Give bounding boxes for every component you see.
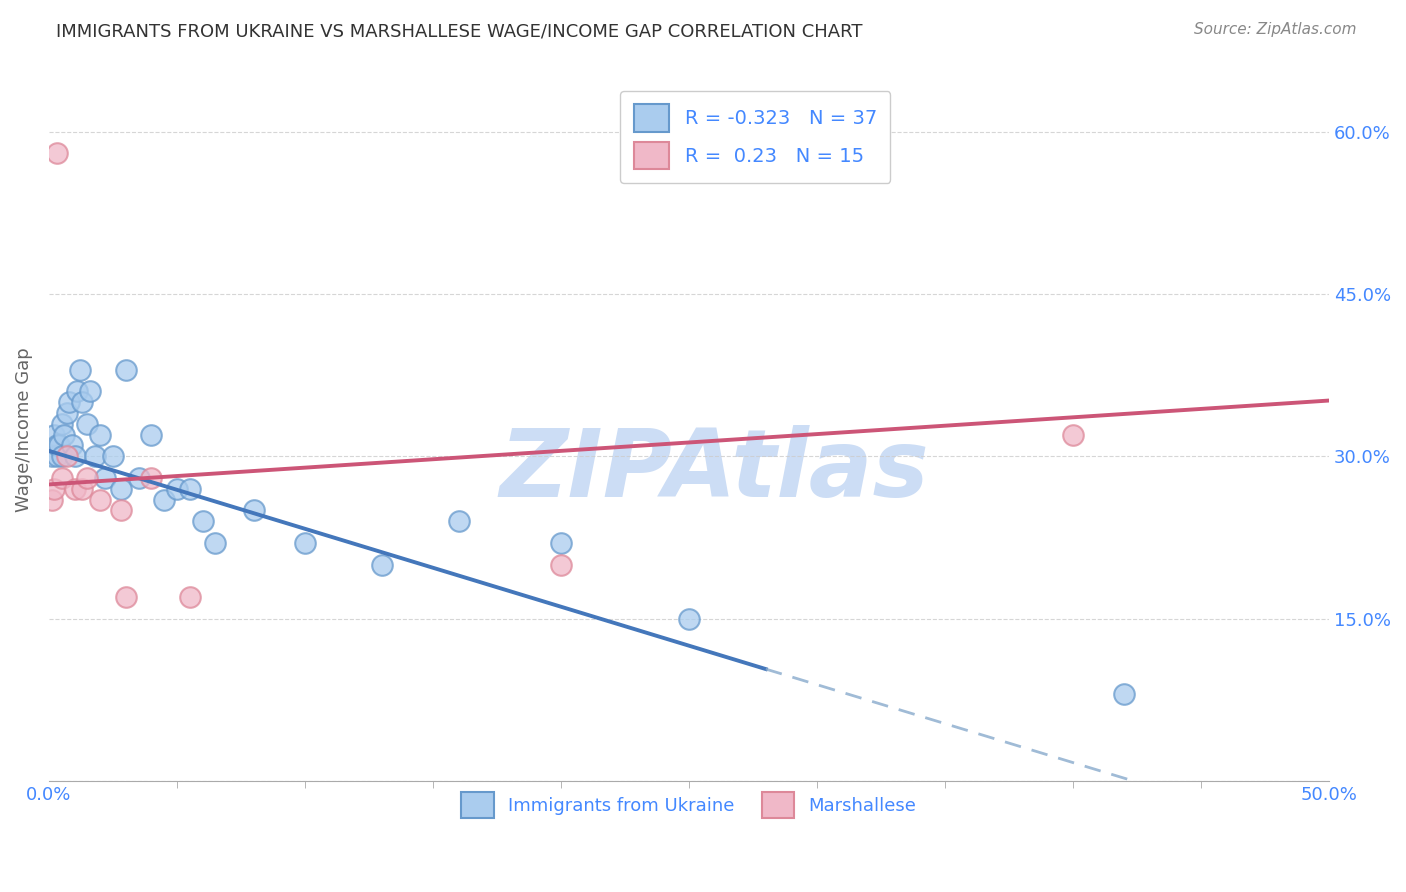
- Point: [51, 417, 73, 431]
- Point: [56, 406, 79, 420]
- Text: Source: ZipAtlas.com: Source: ZipAtlas.com: [1194, 22, 1357, 37]
- Point: [1062, 427, 1084, 442]
- Point: [53, 427, 76, 442]
- Y-axis label: Wage/Income Gap: Wage/Income Gap: [15, 347, 32, 512]
- Point: [114, 362, 136, 376]
- Point: [179, 482, 201, 496]
- Point: [114, 590, 136, 604]
- Point: [204, 536, 226, 550]
- Point: [51, 471, 73, 485]
- Point: [69, 362, 91, 376]
- Point: [89, 427, 111, 442]
- Point: [371, 558, 394, 572]
- Point: [101, 450, 124, 464]
- Point: [153, 492, 176, 507]
- Point: [72, 482, 94, 496]
- Point: [141, 471, 163, 485]
- Point: [76, 417, 98, 431]
- Point: [41, 450, 63, 464]
- Point: [84, 450, 107, 464]
- Legend: Immigrants from Ukraine, Marshallese: Immigrants from Ukraine, Marshallese: [454, 785, 924, 825]
- Point: [191, 514, 214, 528]
- Point: [63, 482, 86, 496]
- Point: [41, 492, 63, 507]
- Point: [550, 558, 572, 572]
- Point: [45, 146, 67, 161]
- Point: [66, 384, 89, 399]
- Point: [678, 612, 700, 626]
- Point: [110, 503, 132, 517]
- Point: [89, 492, 111, 507]
- Text: IMMIGRANTS FROM UKRAINE VS MARSHALLESE WAGE/INCOME GAP CORRELATION CHART: IMMIGRANTS FROM UKRAINE VS MARSHALLESE W…: [56, 22, 863, 40]
- Point: [51, 450, 73, 464]
- Point: [242, 503, 264, 517]
- Point: [141, 427, 163, 442]
- Point: [45, 450, 67, 464]
- Point: [179, 590, 201, 604]
- Point: [166, 482, 188, 496]
- Point: [45, 438, 67, 452]
- Point: [63, 450, 86, 464]
- Point: [56, 450, 79, 464]
- Point: [294, 536, 316, 550]
- Point: [94, 471, 117, 485]
- Point: [58, 395, 80, 409]
- Point: [447, 514, 470, 528]
- Point: [72, 395, 94, 409]
- Point: [42, 427, 65, 442]
- Text: ZIPAtlas: ZIPAtlas: [499, 425, 929, 517]
- Point: [1114, 687, 1136, 701]
- Point: [42, 482, 65, 496]
- Point: [110, 482, 132, 496]
- Point: [48, 438, 70, 452]
- Point: [128, 471, 150, 485]
- Point: [550, 536, 572, 550]
- Point: [76, 471, 98, 485]
- Point: [79, 384, 101, 399]
- Point: [60, 438, 83, 452]
